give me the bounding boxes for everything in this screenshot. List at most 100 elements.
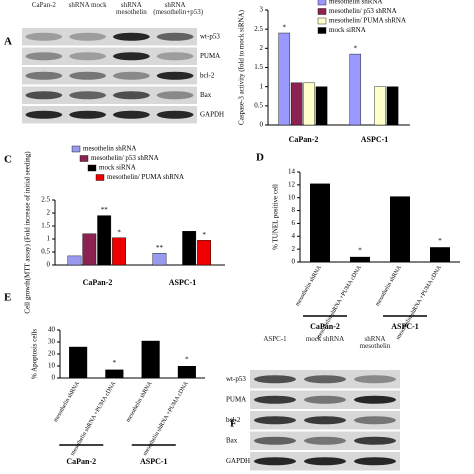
legend-label: mesothelin/ PUMA shRNA xyxy=(329,17,406,25)
x-tick-label: mesothelin shRNA xyxy=(375,264,403,307)
row-label: Bax xyxy=(226,436,238,444)
panel-label: E xyxy=(4,292,11,304)
legend-label: mock siRNA xyxy=(329,26,366,34)
y-tick-label: 1.5 xyxy=(254,63,263,71)
lane-label: ASPC-1 xyxy=(263,335,287,343)
lane-label: CaPan-2 xyxy=(31,1,56,9)
group-label: ASPC-1 xyxy=(391,322,419,331)
blot-band xyxy=(25,71,63,80)
y-tick-label: 0.5 xyxy=(41,248,50,256)
legend-label: mesothelin/ p53 shRNA xyxy=(91,154,159,162)
legend-label: mesothelin/ p53 shRNA xyxy=(329,7,397,15)
bar xyxy=(310,183,330,262)
blot-band xyxy=(156,110,194,119)
blot-band xyxy=(69,110,106,119)
blot-band xyxy=(304,375,346,384)
y-tick-label: 14 xyxy=(288,168,296,176)
significance-mark: * xyxy=(117,228,121,236)
x-tick-label: CaPan-2 xyxy=(289,135,319,144)
blot-band xyxy=(354,395,396,404)
y-tick-label: 2.5 xyxy=(254,25,263,33)
y-tick-label: 1 xyxy=(260,82,264,90)
significance-mark: * xyxy=(185,356,189,364)
bar xyxy=(386,86,399,126)
y-tick-label: 20 xyxy=(48,350,56,358)
row-label: PUMA xyxy=(200,52,220,60)
y-tick-label: 30 xyxy=(48,338,56,346)
blot-band xyxy=(113,32,150,41)
bar xyxy=(390,196,410,262)
y-tick-label: 1.5 xyxy=(41,222,50,230)
legend-label: mesothelin shRNA xyxy=(83,145,136,153)
blot-strip xyxy=(22,28,197,46)
significance-mark: ** xyxy=(101,206,109,214)
y-tick-label: 2.5 xyxy=(41,196,50,204)
blot-band xyxy=(69,52,106,61)
y-axis-label: % Apoptosis cells xyxy=(31,329,39,379)
y-tick-label: 1 xyxy=(47,235,51,243)
lane-label: shRNA mesothelin xyxy=(116,1,147,16)
bar xyxy=(112,237,126,266)
group-label: CaPan-2 xyxy=(310,322,340,331)
blot-band xyxy=(304,436,346,445)
blot-strip xyxy=(22,86,197,104)
bar xyxy=(105,369,124,378)
legend-label: mesothelin/ PUMA shRNA xyxy=(107,173,184,181)
legend-swatch xyxy=(95,174,105,181)
legend-swatch xyxy=(317,27,327,34)
x-tick-label: CaPan-2 xyxy=(83,278,113,287)
blot-band xyxy=(354,436,396,445)
blot-strip xyxy=(22,67,197,85)
bar xyxy=(430,247,450,262)
blot-band xyxy=(156,71,194,80)
y-tick-label: 3 xyxy=(260,6,264,14)
bar xyxy=(69,346,88,378)
x-tick-label: mesothelin shRNA xyxy=(295,264,323,307)
legend-swatch xyxy=(79,155,89,162)
y-tick-label: 4 xyxy=(292,232,296,240)
legend-swatch xyxy=(87,164,97,172)
blot-band xyxy=(354,375,396,384)
y-tick-label: 2 xyxy=(292,245,296,253)
y-tick-label: 10 xyxy=(288,193,296,201)
y-tick-label: 12 xyxy=(288,180,296,188)
bar xyxy=(197,240,211,266)
y-axis-label: Cell growth(MTT assay) (Fold increase of… xyxy=(24,151,32,314)
legend-swatch xyxy=(317,8,327,15)
blot-band xyxy=(113,71,150,80)
significance-mark: * xyxy=(202,231,206,239)
significance-mark: * xyxy=(353,45,357,53)
x-tick-label: mesothelin shRNA xyxy=(125,380,153,423)
bar xyxy=(97,215,112,266)
row-label: PUMA xyxy=(226,395,246,403)
blot-band xyxy=(354,457,396,466)
bar xyxy=(290,82,303,126)
blot-band xyxy=(254,416,296,425)
significance-mark: * xyxy=(438,237,442,245)
blot-band xyxy=(113,52,150,61)
blot-band xyxy=(304,395,346,404)
blot-band xyxy=(25,32,63,41)
bar xyxy=(374,86,386,126)
blot-band xyxy=(254,436,296,445)
row-label: GAPDH xyxy=(226,457,250,465)
blot-band xyxy=(304,457,346,466)
blot-band xyxy=(113,110,150,119)
row-label: bcl-2 xyxy=(200,71,215,79)
bar xyxy=(350,256,370,262)
bar xyxy=(67,255,82,266)
y-tick-label: 0 xyxy=(52,374,56,382)
legend-swatch xyxy=(71,145,81,153)
blot-band xyxy=(254,375,296,384)
y-axis-label: Caspase-3 activity (fold to mock siRNA) xyxy=(238,9,246,125)
y-tick-label: 0 xyxy=(260,121,264,129)
blot-strip xyxy=(22,47,197,65)
bar xyxy=(182,230,197,266)
blot-band xyxy=(254,457,296,466)
row-label: wt-p53 xyxy=(226,375,246,383)
x-tick-label: ASPC-1 xyxy=(169,278,197,287)
y-tick-label: 0 xyxy=(47,261,51,269)
row-label: bcl-2 xyxy=(226,416,241,424)
significance-mark: ** xyxy=(156,244,164,252)
